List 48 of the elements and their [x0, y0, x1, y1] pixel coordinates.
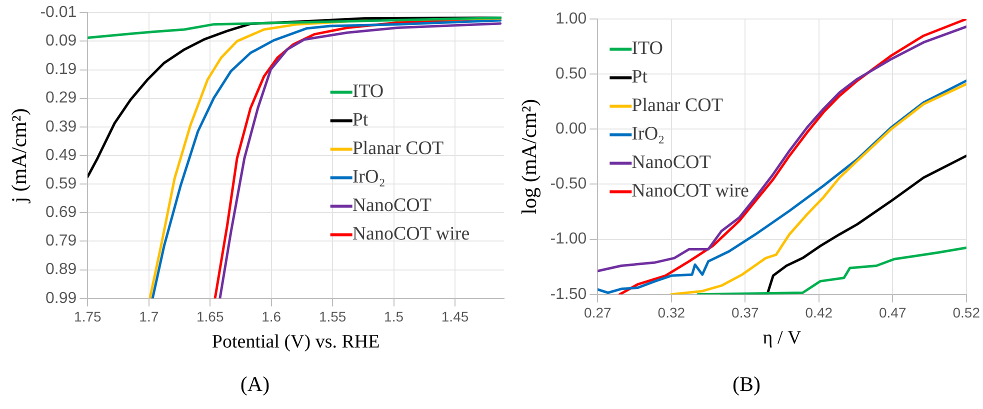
- y-tick-label: 0.79: [46, 232, 77, 250]
- y-tick-label: 0.89: [46, 261, 77, 278]
- x-tick-label: 1.55: [318, 308, 346, 325]
- legend-label: Planar COT: [632, 95, 724, 116]
- x-tick-label: 0.52: [952, 304, 980, 321]
- y-tick-label: -1.50: [550, 286, 587, 303]
- y-tick-label: 0.49: [46, 146, 77, 164]
- y-tick-label: 0.69: [46, 204, 77, 222]
- legend-label: IrO₂: [352, 166, 386, 188]
- x-axis-title: η / V: [762, 328, 802, 349]
- y-tick-label: 0.99: [46, 290, 77, 307]
- x-tick-label: 1.45: [441, 308, 469, 325]
- x-tick-label: 0.37: [732, 304, 759, 321]
- legend-label: ITO: [352, 81, 384, 102]
- x-tick-label: 1.5: [384, 308, 404, 325]
- x-axis-title: Potential (V) vs. RHE: [212, 332, 380, 353]
- y-tick-label: 0.39: [46, 118, 77, 136]
- legend-label: NanoCOT: [632, 152, 712, 174]
- text: (A): [239, 372, 271, 397]
- y-tick-label: 0.09: [46, 32, 77, 50]
- y-tick-label: -0.01: [40, 4, 77, 22]
- y-tick-label: 1.00: [556, 10, 587, 28]
- y-axis-title: log (mA/cm²): [517, 99, 542, 214]
- text: (B): [732, 372, 762, 397]
- x-tick-label: 0.47: [879, 304, 906, 321]
- legend-label: NanoCOT: [352, 195, 432, 216]
- legend-label: NanoCOT wire: [632, 180, 749, 202]
- y-tick-label: 0.50: [556, 65, 587, 82]
- legend-label: ITO: [632, 38, 663, 60]
- y-tick-label: 0.19: [46, 61, 77, 78]
- legend-label: Pt: [632, 66, 648, 88]
- x-tick-label: 0.32: [658, 304, 686, 321]
- x-tick-label: 1.6: [262, 308, 282, 325]
- y-tick-label: -0.50: [550, 176, 587, 193]
- x-tick-label: 0.42: [805, 304, 833, 321]
- legend-label: NanoCOT wire: [352, 224, 470, 245]
- x-tick-label: 1.7: [139, 308, 159, 325]
- x-tick-label: 1.75: [74, 308, 102, 325]
- y-tick-label: 0.00: [556, 120, 587, 138]
- y-tick-label: 0.29: [46, 90, 77, 107]
- legend-label: IrO₂: [632, 124, 665, 145]
- legend-label: Planar COT: [352, 138, 444, 160]
- x-tick-label: 0.27: [584, 304, 612, 321]
- y-axis-title: j (mA/cm²): [7, 108, 32, 204]
- y-tick-label: 0.59: [46, 175, 77, 192]
- legend-label: Pt: [352, 110, 369, 131]
- x-tick-label: 1.65: [196, 308, 224, 325]
- y-tick-label: -1.00: [550, 230, 587, 248]
